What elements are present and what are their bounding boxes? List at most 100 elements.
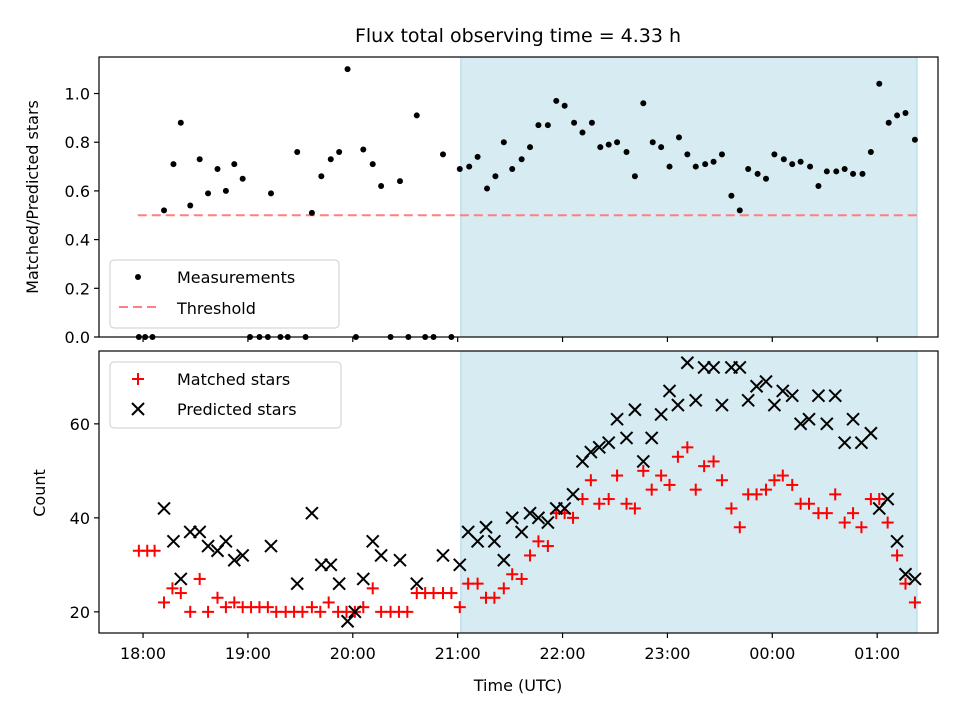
predicted-star-stroke: [356, 572, 370, 586]
ratio-panel-frame: [98, 56, 939, 338]
measurement-point: [196, 156, 203, 163]
predicted-star-stroke: [837, 435, 852, 450]
predicted-star-stroke: [741, 393, 755, 408]
count-x-tick-label: 18:00: [120, 644, 166, 663]
predicted-star-stroke: [898, 567, 913, 581]
predicted-star-point: [592, 440, 606, 455]
matched-star-point: [148, 544, 161, 557]
measurement-point: [161, 207, 168, 214]
matched-star-point: [881, 516, 894, 529]
predicted-star-stroke: [644, 431, 659, 445]
predicted-star-stroke: [531, 511, 546, 525]
matched-star-point: [453, 601, 466, 614]
predicted-star-point: [820, 417, 834, 431]
measurement-point: [518, 156, 525, 163]
matched-star-point: [698, 460, 711, 473]
predicted-star-point: [219, 534, 233, 549]
measurement-point: [649, 139, 656, 146]
matched-star-point: [689, 483, 702, 496]
predicted-star-point: [680, 356, 695, 370]
predicted-star-stroke: [324, 558, 338, 572]
measurement-point: [222, 187, 229, 194]
measurement-point: [894, 112, 901, 119]
predicted-star-stroke: [785, 388, 799, 403]
matched-star-point: [506, 568, 519, 581]
count-x-tick-label: 22:00: [539, 644, 585, 663]
predicted-star-stroke: [314, 558, 329, 572]
matched-star-point: [908, 596, 921, 609]
measurement-point: [754, 170, 761, 177]
count-y-tick-label: 40: [70, 509, 90, 528]
matched-star-point: [567, 511, 580, 524]
matched-star-point: [366, 582, 379, 595]
ratio-y-tick-label: 0.4: [65, 231, 90, 250]
matched-star-point: [445, 587, 458, 600]
predicted-star-stroke: [340, 614, 355, 628]
predicted-star-point: [374, 548, 388, 563]
measurement-point: [623, 148, 630, 155]
measurement-point: [780, 156, 787, 163]
predicted-star-stroke: [706, 360, 721, 375]
y-ticks-top: 0.0 0.2 0.4 0.6 0.8 1.0: [65, 85, 99, 347]
predicted-star-stroke: [697, 360, 711, 375]
predicted-star-points: [157, 356, 922, 628]
matched-star-point: [725, 502, 738, 515]
count-panel-frame: [98, 350, 939, 634]
matched-star-point: [211, 591, 224, 604]
predicted-star-point: [305, 506, 319, 520]
x-ticks-bottom: 18:00 19:00 20:00 21:00 22:00 23:00 00:00 01:00: [120, 633, 900, 663]
measurement-point: [867, 148, 874, 155]
y-ticks-bottom: 20 40 60: [70, 415, 99, 622]
measurement-point: [684, 151, 691, 158]
matched-star-point: [202, 605, 215, 618]
measurement-point: [544, 122, 551, 129]
predicted-star-stroke: [793, 417, 808, 431]
measurement-point: [859, 170, 866, 177]
matched-star-point: [602, 493, 615, 506]
predicted-star-point: [671, 398, 685, 412]
measurement-point: [833, 168, 840, 175]
predicted-star-stroke: [557, 501, 572, 516]
matched-star-point: [532, 535, 545, 548]
predicted-star-stroke: [201, 539, 215, 553]
predicted-star-stroke: [374, 548, 388, 563]
predicted-star-stroke: [264, 539, 278, 553]
predicted-star-point: [201, 539, 215, 553]
matched-star-point: [838, 516, 851, 529]
predicted-star-point: [880, 492, 895, 506]
ratio-y-tick-label: 0.8: [65, 133, 90, 152]
predicted-star-stroke: [802, 412, 816, 426]
predicted-star-point: [410, 576, 424, 591]
measurement-point: [561, 102, 568, 109]
count-y-tick-label: 20: [70, 603, 90, 622]
matched-star-point: [750, 488, 763, 501]
count-legend-box: [109, 361, 342, 429]
matched-star-point: [768, 474, 781, 487]
matched-star-point: [855, 521, 868, 534]
predicted-star-point: [654, 407, 668, 422]
matched-star-point: [166, 582, 179, 595]
predicted-star-stroke: [566, 487, 580, 502]
matched-star-point: [296, 605, 309, 618]
measurement-point: [492, 173, 499, 180]
measurement-point: [553, 97, 560, 104]
matched-star-point: [628, 502, 641, 515]
measurement-point: [484, 185, 491, 192]
measurement-point: [631, 173, 638, 180]
predicted-star-point: [174, 572, 188, 586]
predicted-star-point: [584, 445, 598, 459]
predicted-star-stroke: [366, 534, 380, 549]
predicted-star-stroke: [461, 525, 475, 539]
matched-star-point: [471, 577, 484, 590]
predicted-star-point: [227, 553, 241, 567]
legend-predicted-marker: [131, 402, 145, 416]
matched-star-point: [314, 605, 327, 618]
count-legend: Matched stars Predicted stars: [109, 361, 342, 429]
matched-star-point: [637, 464, 650, 477]
predicted-star-stroke: [628, 403, 642, 417]
matched-star-point: [655, 469, 668, 482]
measurement-point: [710, 158, 717, 165]
ratio-y-tick-label: 1.0: [65, 85, 90, 104]
measurement-point: [327, 156, 334, 163]
matched-star-point: [733, 521, 746, 534]
